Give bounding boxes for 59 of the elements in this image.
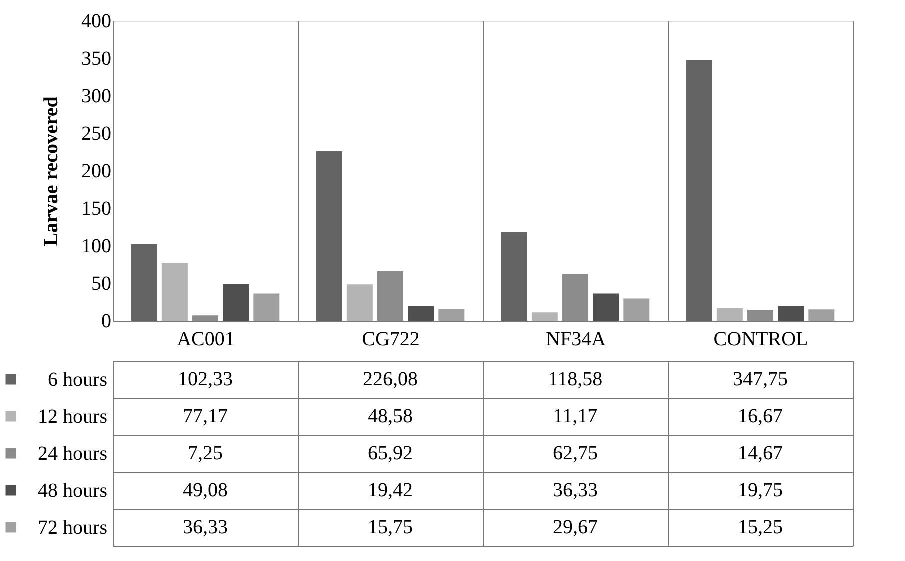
bar: [624, 298, 650, 321]
data-label: 48,58: [368, 406, 413, 428]
bar: [562, 274, 588, 321]
data-label: 102,33: [178, 368, 233, 390]
data-label: 19,75: [738, 480, 783, 502]
legend-label: 6 hours: [48, 369, 108, 391]
y-axis-title: Larvae recovered: [40, 96, 62, 246]
bar: [532, 312, 558, 321]
bar: [316, 151, 342, 321]
x-tick-label: CONTROL: [714, 328, 808, 350]
bar: [501, 232, 528, 321]
data-label: 347,75: [733, 368, 788, 390]
y-tick-label: 350: [82, 48, 112, 70]
bar: [748, 310, 774, 321]
x-tick-label: CG722: [362, 328, 420, 350]
bar: [808, 310, 835, 321]
y-tick-label: 400: [82, 10, 112, 32]
bar: [254, 294, 280, 321]
bar: [686, 60, 712, 321]
x-tick-label: NF34A: [546, 328, 607, 350]
data-label: 62,75: [553, 442, 598, 464]
data-label: 49,08: [183, 480, 228, 502]
bar: [192, 316, 218, 321]
legend-label: 24 hours: [38, 443, 108, 465]
data-label: 226,08: [363, 368, 418, 390]
legend-label: 48 hours: [38, 480, 108, 502]
data-label: 16,67: [738, 406, 783, 428]
y-tick-label: 200: [82, 160, 112, 182]
bar: [378, 272, 404, 321]
data-label: 11,17: [553, 406, 598, 428]
data-label: 15,75: [368, 516, 413, 538]
x-tick-label: AC001: [177, 328, 235, 350]
data-label: 15,25: [738, 516, 783, 538]
data-label: 29,67: [553, 516, 598, 538]
data-label: 14,67: [738, 442, 783, 464]
y-tick-label: 100: [82, 236, 112, 258]
legend-label: 72 hours: [38, 517, 108, 539]
data-label: 7,25: [188, 442, 223, 464]
bar: [408, 306, 434, 321]
bar: [346, 284, 373, 321]
y-tick-label: 300: [82, 86, 112, 108]
bar: [131, 244, 158, 321]
y-tick-label: 150: [82, 198, 112, 220]
data-label: 36,33: [553, 480, 598, 502]
y-tick-label: 250: [82, 123, 112, 145]
data-label: 65,92: [368, 442, 413, 464]
bar: [223, 284, 250, 321]
data-label: 19,42: [368, 480, 413, 502]
data-label: 36,33: [183, 516, 228, 538]
bar: [778, 306, 804, 321]
y-tick-label: 50: [92, 273, 112, 295]
bar: [438, 309, 465, 321]
legend-label: 12 hours: [38, 406, 108, 428]
bar: [162, 263, 188, 321]
data-label: 77,17: [183, 406, 228, 428]
bar: [716, 308, 743, 321]
data-label: 118,58: [548, 368, 603, 390]
bar: [593, 294, 620, 321]
y-tick-label: 0: [102, 310, 112, 332]
